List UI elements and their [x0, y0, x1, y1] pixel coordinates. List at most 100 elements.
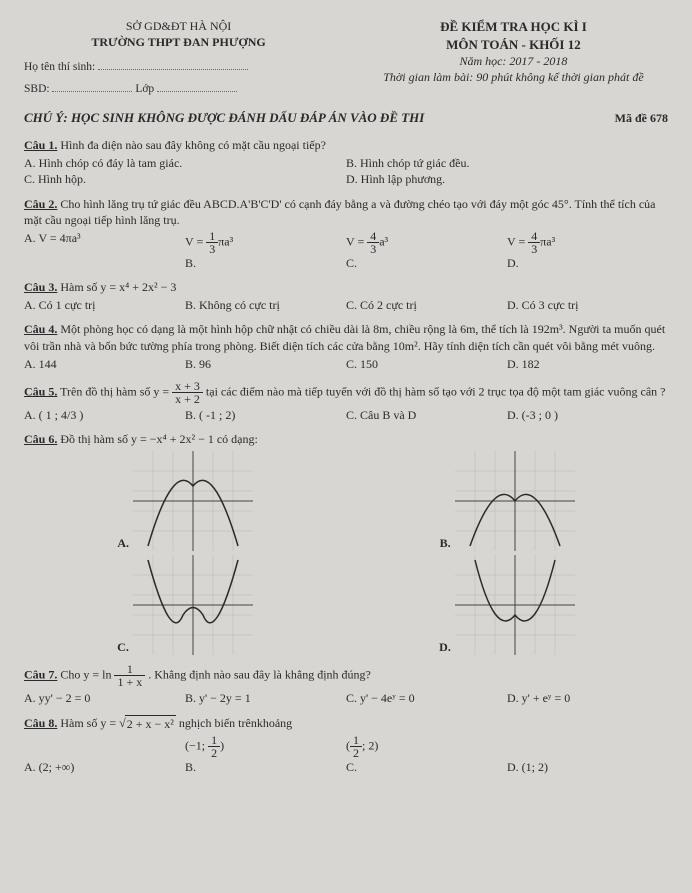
school-name: TRƯỜNG THPT ĐAN PHƯỢNG — [24, 34, 333, 50]
q6-row2: C. D. — [24, 555, 668, 655]
q3-D: D. Có 3 cực trị — [507, 297, 668, 313]
q2-C-den: 3 — [367, 243, 379, 255]
q7-B: B. y' − 2y = 1 — [185, 690, 346, 706]
q7-C: C. y' − 4eʸ = 0 — [346, 690, 507, 706]
q7-D: D. y' + eʸ = 0 — [507, 690, 668, 706]
q2-C-num: 4 — [367, 230, 379, 243]
q4-C: C. 150 — [346, 356, 507, 372]
q2-D: V = 43πa³ D. — [507, 230, 668, 271]
q1-C: C. Hình hộp. — [24, 171, 346, 187]
q6-row1: A. B. — [24, 451, 668, 551]
graph-icon — [455, 555, 575, 655]
q8-C-pre: C. — [346, 759, 507, 775]
q8-A: A. (2; +∞) — [24, 759, 185, 775]
q4-label: Câu 4. — [24, 322, 57, 336]
q1-B: B. Hình chóp tứ giác đều. — [346, 155, 668, 171]
q7-pre: Cho y = ln — [60, 668, 111, 682]
q6-A-label: A. — [117, 535, 129, 551]
q1-D: D. Hình lập phương. — [346, 171, 668, 187]
q6-text: Đồ thị hàm số y = −x⁴ + 2x² − 1 có dạng: — [60, 432, 258, 446]
q5-D: D. (-3 ; 0 ) — [507, 407, 668, 423]
exam-title: ĐỀ KIỂM TRA HỌC KÌ I — [359, 18, 668, 36]
q7-post: . Khẳng định nào sau đây là khẳng định đ… — [148, 668, 371, 682]
q2-B-den: 3 — [206, 243, 218, 255]
header-left: SỞ GD&ĐT HÀ NỘI TRƯỜNG THPT ĐAN PHƯỢNG H… — [24, 18, 333, 97]
q3-C: C. Có 2 cực trị — [346, 297, 507, 313]
q6-B-label: B. — [440, 535, 451, 551]
q4-text: Một phòng học có dạng là một hình hộp ch… — [24, 322, 665, 352]
q1-A: A. Hình chóp có đáy là tam giác. — [24, 155, 346, 171]
question-6: Câu 6. Đồ thị hàm số y = −x⁴ + 2x² − 1 c… — [24, 431, 668, 655]
q5-pre: Trên đồ thị hàm số y = — [60, 384, 172, 398]
q4-A: A. 144 — [24, 356, 185, 372]
q7-A: A. yy' − 2 = 0 — [24, 690, 185, 706]
q2-B-pre: B. — [185, 255, 346, 271]
q6-graph-A: A. — [117, 451, 253, 551]
dept-label: SỞ GD&ĐT HÀ NỘI — [24, 18, 333, 34]
q2-label: Câu 2. — [24, 197, 57, 211]
header-right: ĐỀ KIỂM TRA HỌC KÌ I MÔN TOÁN - KHỐI 12 … — [359, 18, 668, 97]
question-1: Câu 1. Hình đa diện nào sau đây không có… — [24, 137, 668, 188]
q2-A: A. V = 4πa³ — [24, 230, 185, 271]
q2-A-pre: A. — [24, 231, 38, 245]
q6-graph-C: C. — [117, 555, 253, 655]
q5-post: tại các điểm nào mà tiếp tuyến với đồ th… — [206, 384, 666, 398]
q2-B-num: 1 — [206, 230, 218, 243]
q6-label: Câu 6. — [24, 432, 57, 446]
q5-C: C. Câu B và D — [346, 407, 507, 423]
q1-label: Câu 1. — [24, 138, 57, 152]
sqrt-icon: 2 + x − x² — [119, 715, 176, 732]
q2-text: Cho hình lăng trụ tứ giác đều ABCD.A'B'C… — [24, 197, 656, 227]
q5-den: x + 2 — [172, 393, 203, 405]
q3-A: A. Có 1 cực trị — [24, 297, 185, 313]
q8-D-pre: D. — [507, 760, 519, 774]
q2-B-tail: πa³ — [218, 234, 233, 248]
q8-post: nghịch biến trênkhoảng — [179, 716, 292, 730]
q6-C-label: C. — [117, 639, 129, 655]
graph-icon — [133, 555, 253, 655]
question-8: Câu 8. Hàm số y = 2 + x − x² nghịch biến… — [24, 715, 668, 775]
q2-C: V = 43a³ C. — [346, 230, 507, 271]
question-2: Câu 2. Cho hình lăng trụ tứ giác đều ABC… — [24, 196, 668, 272]
q6-D-label: D. — [439, 639, 451, 655]
sbd-label: SBD: — [24, 83, 50, 95]
duration: Thời gian làm bài: 90 phút không kể thời… — [359, 69, 668, 85]
q2-B: V = 13πa³ B. — [185, 230, 346, 271]
page-header: SỞ GD&ĐT HÀ NỘI TRƯỜNG THPT ĐAN PHƯỢNG H… — [24, 18, 668, 97]
notice-text: CHÚ Ý: HỌC SINH KHÔNG ĐƯỢC ĐÁNH DẤU ĐÁP … — [24, 109, 424, 127]
q2-A-expr: V = 4πa³ — [38, 231, 80, 245]
q1-text: Hình đa diện nào sau đây không có mặt cầ… — [60, 138, 326, 152]
question-4: Câu 4. Một phòng học có dạng là một hình… — [24, 321, 668, 372]
q7-label: Câu 7. — [24, 668, 57, 682]
q2-C-pre: C. — [346, 255, 507, 271]
question-3: Câu 3. Hàm số y = x⁴ + 2x² − 3 A. Có 1 c… — [24, 279, 668, 313]
q8-pre: Hàm số y = — [60, 716, 119, 730]
exam-code: Mã đề 678 — [615, 110, 668, 126]
year: Năm học: 2017 - 2018 — [359, 53, 668, 69]
q4-B: B. 96 — [185, 356, 346, 372]
q8-B-pre: B. — [185, 759, 346, 775]
graph-icon — [455, 451, 575, 551]
sbd-blank — [52, 91, 132, 92]
q8-D: D. (1; 2) — [507, 759, 668, 775]
q6-graph-D: D. — [439, 555, 575, 655]
q3-B: B. Không có cực trị — [185, 297, 346, 313]
question-7: Câu 7. Cho y = ln 11 + x . Khẳng định nà… — [24, 663, 668, 706]
q3-text: Hàm số y = x⁴ + 2x² − 3 — [60, 280, 176, 294]
name-blank — [98, 69, 248, 70]
q2-D-tail: πa³ — [540, 234, 555, 248]
q8-radicand: 2 + x − x² — [125, 715, 176, 732]
q7-den: 1 + x — [114, 676, 145, 688]
q4-D: D. 182 — [507, 356, 668, 372]
class-blank — [157, 91, 237, 92]
q6-graph-B: B. — [440, 451, 575, 551]
q2-D-num: 4 — [528, 230, 540, 243]
subject: MÔN TOÁN - KHỐI 12 — [359, 36, 668, 54]
q5-label: Câu 5. — [24, 384, 57, 398]
q8-D-val: (1; 2) — [522, 760, 548, 774]
name-label: Họ tên thí sinh: — [24, 61, 95, 73]
q5-B: B. ( -1 ; 2) — [185, 407, 346, 423]
q2-D-pre: D. — [507, 255, 668, 271]
q8-A-val: (2; +∞) — [39, 760, 75, 774]
q2-D-den: 3 — [528, 243, 540, 255]
